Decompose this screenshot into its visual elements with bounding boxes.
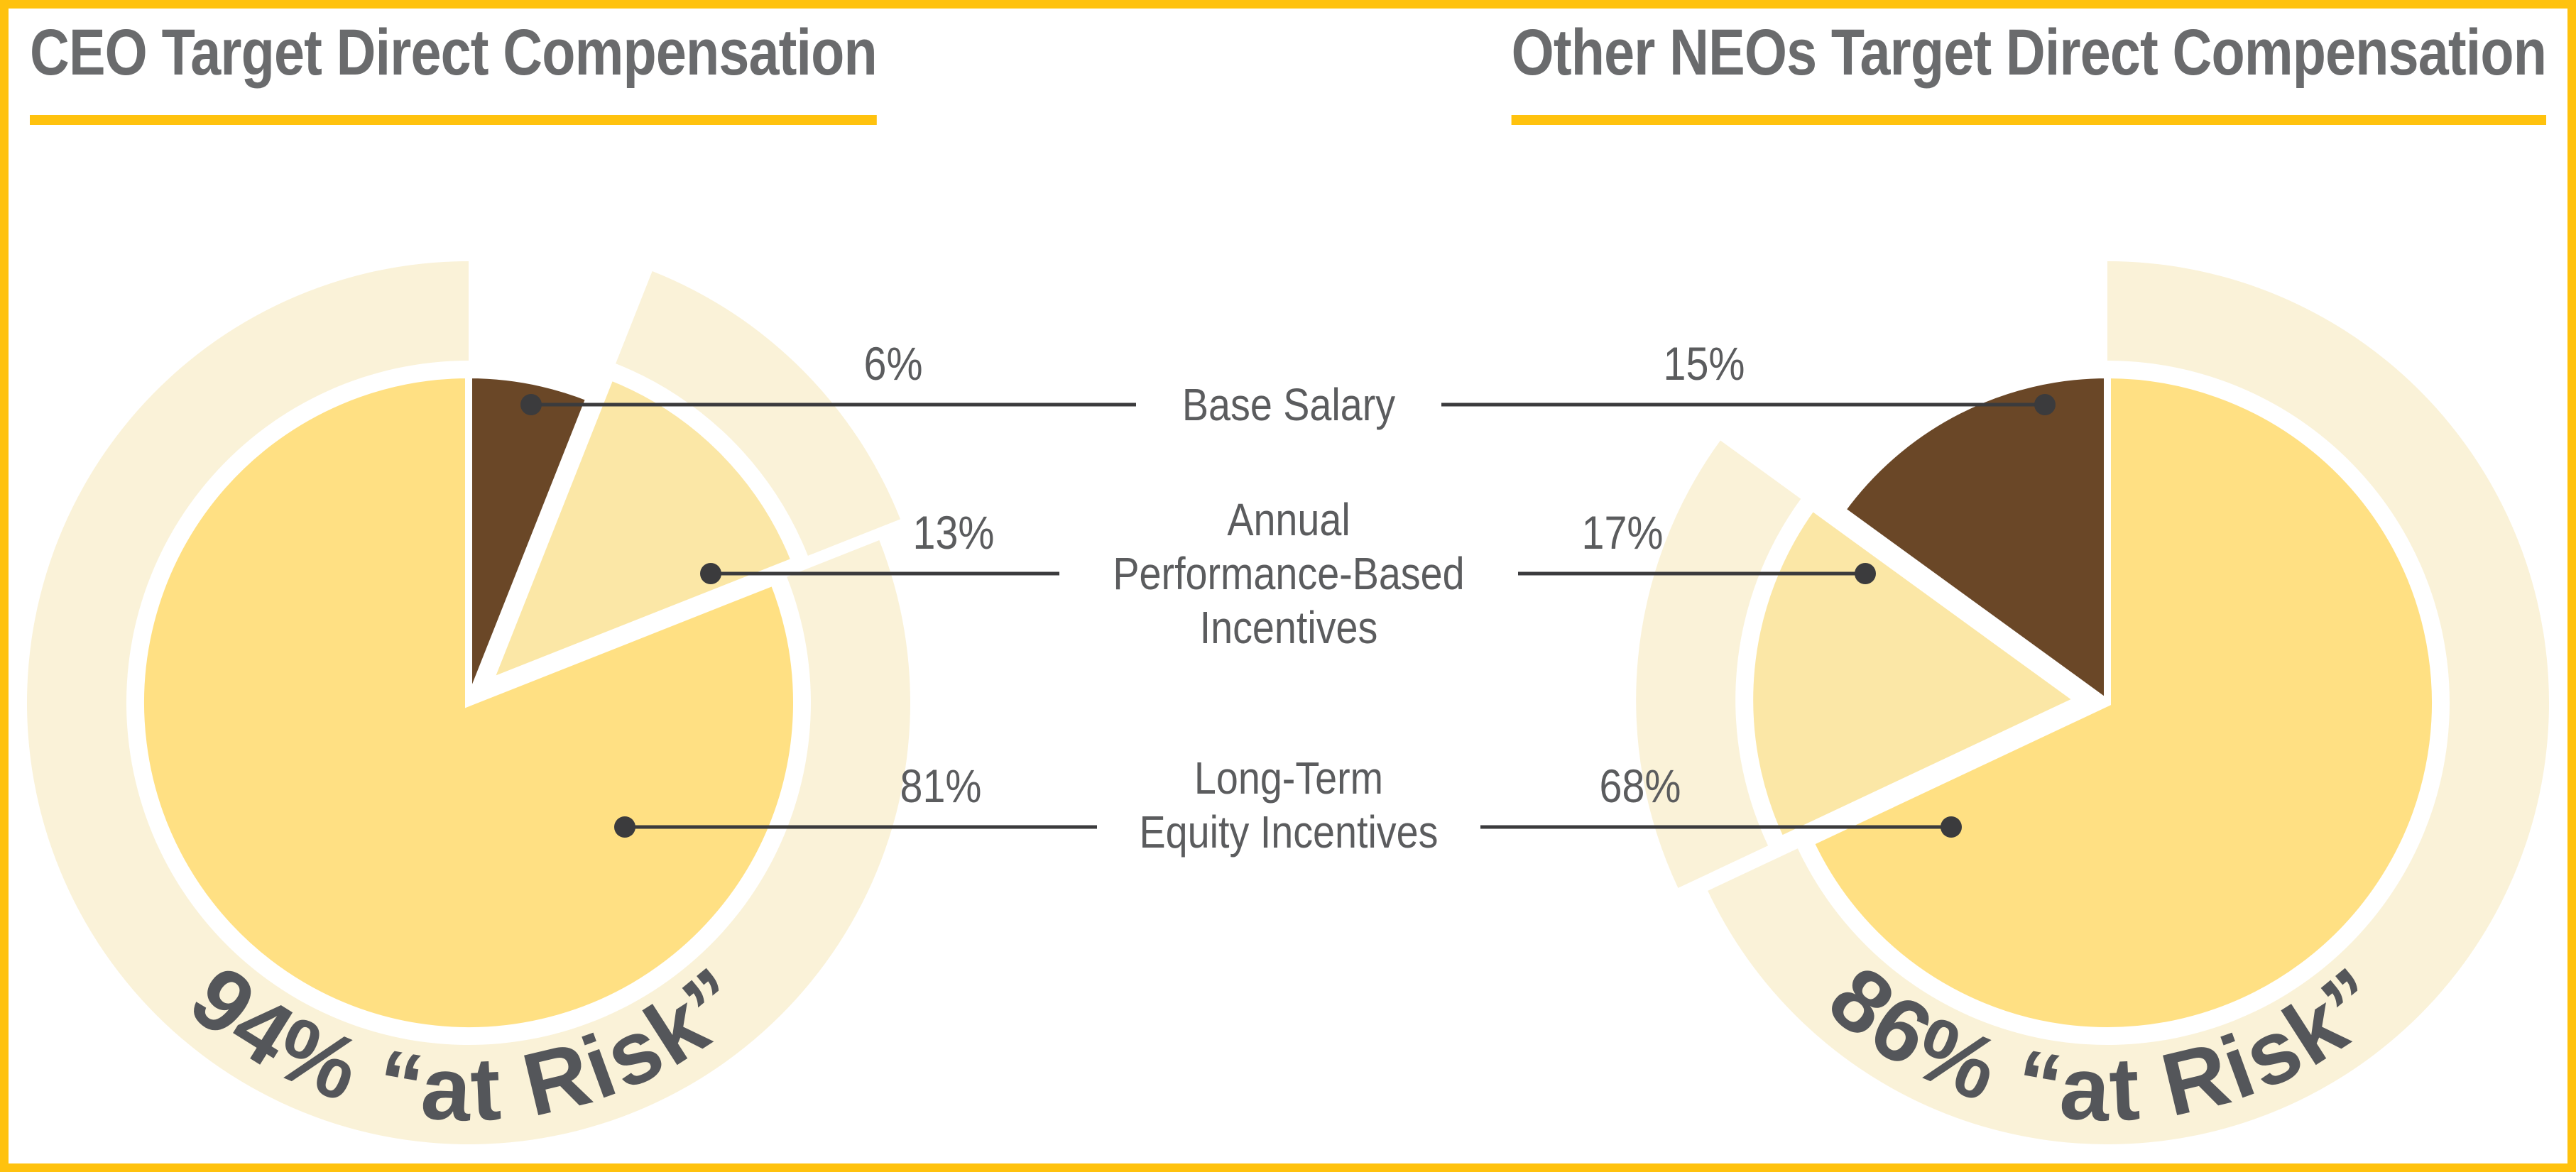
pct-neo-base-salary: 15% [1663, 337, 1745, 390]
label-incentives: Incentives [1199, 602, 1378, 653]
at-risk-ring-right [1636, 261, 2550, 1144]
pct-ceo-annual: 13% [912, 506, 995, 559]
pie-ceo [137, 371, 800, 1034]
slice-base-salary [1837, 371, 2111, 710]
leader-dot-left-row1 [700, 563, 721, 584]
pct-ceo-long-term: 81% [900, 760, 982, 812]
leader-dot-right-row0 [2034, 394, 2056, 415]
label-equity-incentives: Equity Incentives [1139, 806, 1439, 858]
left-chart-title: CEO Target Direct Compensation [30, 16, 878, 125]
leader-lines [520, 394, 2056, 838]
leader-dot-left-row0 [520, 394, 542, 415]
pct-neo-long-term: 68% [1599, 760, 1681, 812]
at-risk-ring-left [26, 261, 910, 1144]
leader-dot-right-row1 [1855, 563, 1876, 584]
pct-neo-annual: 17% [1581, 506, 1664, 559]
label-annual: Annual [1227, 494, 1350, 545]
leader-dot-left-row2 [614, 816, 635, 838]
label-performance-based: Performance-Based [1113, 548, 1465, 599]
slice-annual-performance-based-incentives [483, 372, 799, 689]
slice-annual-performance-based-incentives [1746, 502, 2085, 845]
right-chart-title: Other NEOs Target Direct Compensation [1511, 16, 2547, 125]
leader-dot-right-row2 [1941, 816, 1962, 838]
slice-long-term-equity-incentives [1806, 371, 2439, 1034]
label-base-salary: Base Salary [1181, 379, 1396, 430]
pie-other-neos [1746, 371, 2439, 1034]
slice-base-salary [465, 371, 594, 704]
ring-segment-exploded [1636, 440, 1801, 888]
pct-ceo-base-salary: 6% [863, 337, 923, 390]
label-long-term: Long-Term [1194, 752, 1384, 804]
ring-segment-exploded [616, 270, 901, 556]
slice-long-term-equity-incentives [137, 371, 800, 1034]
